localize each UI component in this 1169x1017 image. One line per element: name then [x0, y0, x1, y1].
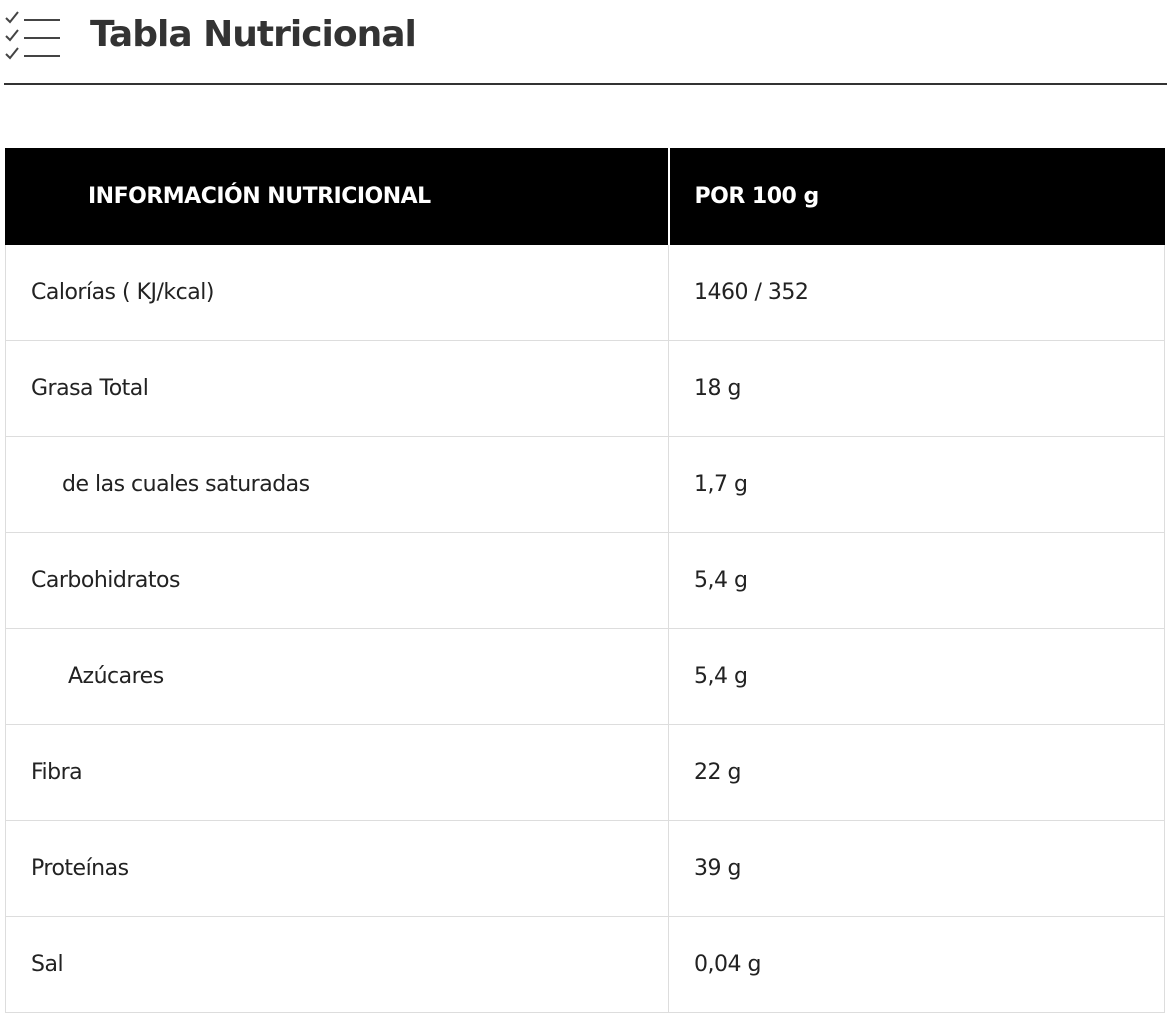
table-row: Calorías ( KJ/kcal) 1460 / 352	[5, 244, 1165, 341]
nutrient-value: 5,4 g	[668, 628, 1165, 725]
table-row: Grasa Total 18 g	[5, 340, 1165, 437]
nutrient-value: 5,4 g	[668, 532, 1165, 629]
nutrition-table: INFORMACIÓN NUTRICIONAL POR 100 g Calorí…	[5, 148, 1165, 1013]
table-row: de las cuales saturadas 1,7 g	[5, 436, 1165, 533]
nutrient-name: Azúcares	[5, 628, 669, 725]
nutrient-value: 22 g	[668, 724, 1165, 821]
nutrient-name: Grasa Total	[5, 340, 669, 437]
divider	[4, 83, 1167, 85]
nutrient-name: Proteínas	[5, 820, 669, 917]
section-header: Tabla Nutricional	[0, 0, 1169, 86]
header-row: INFORMACIÓN NUTRICIONAL POR 100 g	[5, 148, 1165, 245]
nutrient-name: Calorías ( KJ/kcal)	[5, 244, 669, 341]
nutrient-value: 1,7 g	[668, 436, 1165, 533]
table-row: Carbohidratos 5,4 g	[5, 532, 1165, 629]
table-body: Calorías ( KJ/kcal) 1460 / 352 Grasa Total…	[5, 244, 1165, 1013]
section-title: Tabla Nutricional	[90, 14, 417, 55]
table-row: Fibra 22 g	[5, 724, 1165, 821]
nutrient-name: Carbohidratos	[5, 532, 669, 629]
nutrient-value: 39 g	[668, 820, 1165, 917]
table-row: Sal 0,04 g	[5, 916, 1165, 1013]
nutrient-name: Fibra	[5, 724, 669, 821]
table-row: Proteínas 39 g	[5, 820, 1165, 917]
nutrient-value: 18 g	[668, 340, 1165, 437]
nutrient-value: 0,04 g	[668, 916, 1165, 1013]
table-row: Azúcares 5,4 g	[5, 628, 1165, 725]
nutrient-name: Sal	[5, 916, 669, 1013]
checklist-icon	[5, 11, 60, 60]
nutrient-value: 1460 / 352	[668, 244, 1165, 341]
column-header: POR 100 g	[668, 148, 1165, 245]
column-header: INFORMACIÓN NUTRICIONAL	[5, 148, 670, 245]
nutrient-name: de las cuales saturadas	[5, 436, 669, 533]
